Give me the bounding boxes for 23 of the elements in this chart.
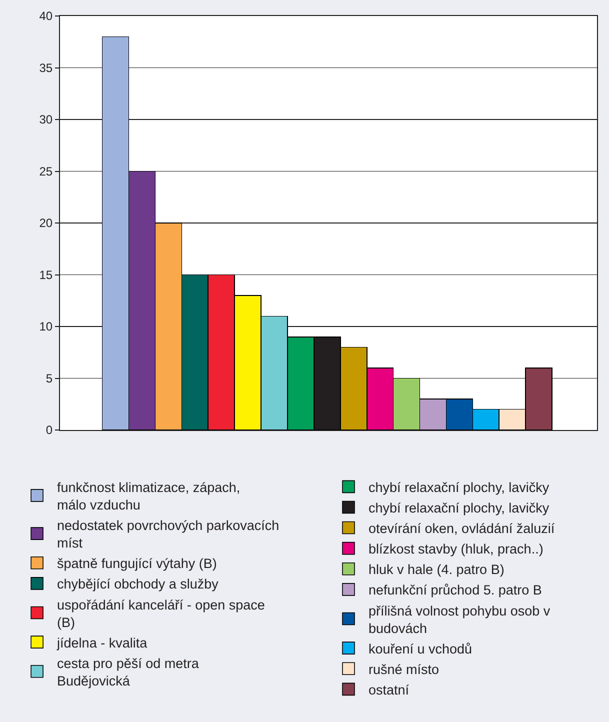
legend-label: kouření u vchodů [368,641,472,656]
y-tick-label: 15 [39,268,53,282]
legend-label: nefunkční průchod 5. patro B [368,582,542,598]
legend-label: špatně fungující výtahy (B) [57,556,217,572]
legend-label: chybějící obchody a služby [57,576,219,592]
legend-label: jídelna - kvalita [56,635,148,650]
legend-label: rušné místo [368,662,440,677]
y-tick-label: 20 [39,216,53,230]
legend-label: hluk v hale (4. patro B) [368,562,504,578]
legend-label: chybí relaxační plochy, lavičky [368,500,550,516]
legend-label: otevírání oken, ovládání žaluzií [368,521,555,536]
legend-label: cesta pro pěší od metra Budějovická [57,656,200,688]
y-tick-label: 5 [46,371,53,386]
legend-label: ostatní [368,682,410,698]
y-tick-label: 30 [39,112,53,127]
y-tick-label: 40 [39,9,53,24]
y-tick-label: 35 [39,60,53,75]
legend-label: uspořádání kanceláří - open space (B) [57,597,265,630]
y-tick-label: 10 [39,320,53,334]
y-tick-label: 0 [46,423,53,438]
legend-label: chybí relaxační plochy, lavičky [368,480,550,495]
legend-label: blízkost stavby (hluk, prach..) [368,542,544,557]
y-tick-label: 25 [39,164,53,178]
